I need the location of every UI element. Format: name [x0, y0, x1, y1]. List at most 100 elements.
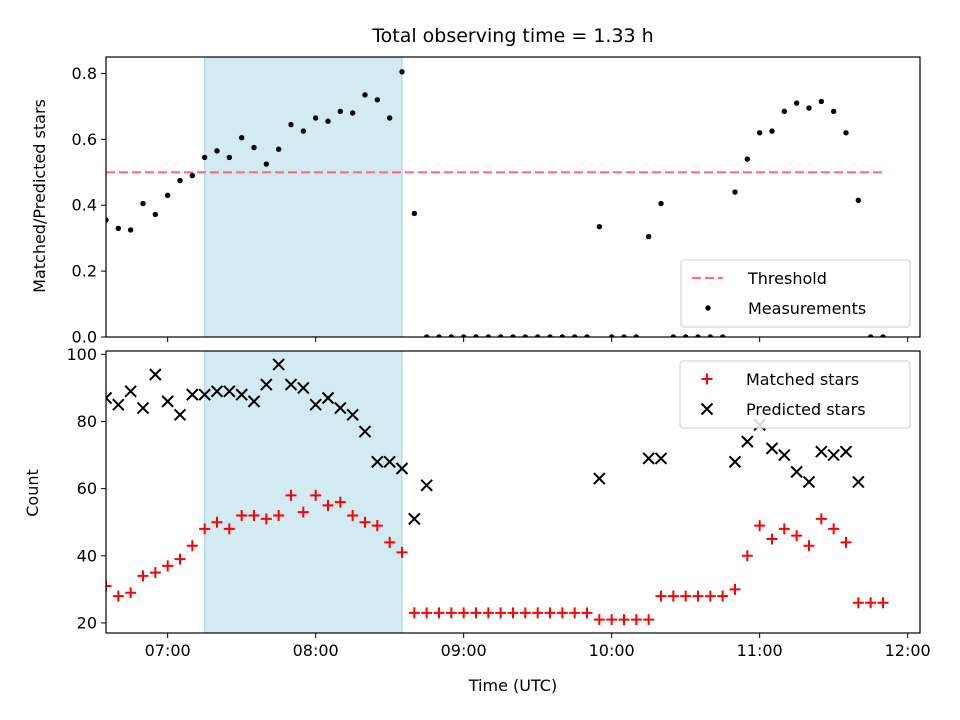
data-point [312, 115, 319, 121]
data-point [843, 130, 849, 136]
data-point [334, 401, 347, 415]
data-point [433, 607, 445, 619]
data-point [507, 607, 519, 619]
data-point [608, 334, 615, 337]
data-point [732, 189, 738, 195]
data-point [421, 607, 433, 619]
data-point [260, 378, 273, 391]
data-point [855, 197, 862, 203]
data-point [510, 334, 516, 337]
data-point [593, 472, 606, 485]
data-point [717, 590, 729, 602]
data-point [106, 580, 112, 592]
data-point [880, 334, 886, 337]
data-point [275, 146, 282, 152]
data-point [247, 395, 261, 408]
x-tick-label: 12:00 [885, 641, 931, 660]
x-tick-label: 07:00 [145, 641, 191, 660]
y-tick-label: 20 [77, 613, 97, 632]
x-tick-label: 10:00 [589, 641, 635, 660]
data-point [189, 172, 196, 179]
data-point [470, 607, 482, 619]
legend-label: Measurements [748, 299, 866, 318]
data-point [630, 614, 642, 626]
data-point [106, 217, 109, 223]
data-point [238, 135, 245, 141]
data-point [436, 334, 442, 337]
matched-stars-series [106, 489, 889, 626]
data-point [337, 108, 344, 115]
y-tick-label: 0.4 [72, 196, 97, 215]
legend-box [680, 259, 911, 328]
data-point [226, 154, 233, 161]
data-point [729, 583, 741, 595]
top-observing-window-band [204, 57, 403, 337]
legend-predicted-swatch [700, 402, 714, 416]
data-point [140, 200, 146, 207]
data-point [852, 597, 864, 609]
legend-matched-swatch [701, 373, 713, 385]
data-point [125, 587, 137, 599]
data-point [569, 607, 581, 619]
data-point [556, 607, 568, 619]
data-point [828, 523, 840, 535]
data-point [399, 69, 405, 75]
data-point [137, 570, 149, 582]
data-point [778, 448, 791, 462]
data-point [645, 233, 652, 240]
data-point [643, 614, 655, 626]
data-point [766, 533, 778, 545]
data-point [877, 597, 889, 609]
data-point [211, 516, 223, 528]
data-point [534, 334, 541, 337]
legend-label: Matched stars [746, 370, 859, 389]
legend-label: Threshold [747, 269, 827, 288]
data-point [827, 448, 840, 462]
data-point [633, 334, 640, 337]
y-tick-label: 100 [66, 345, 97, 364]
data-point [495, 607, 507, 619]
data-point [420, 479, 433, 492]
data-point [815, 513, 827, 525]
data-point [532, 607, 544, 619]
data-point [177, 177, 183, 184]
data-point [321, 391, 335, 405]
data-point [806, 105, 812, 111]
data-point [741, 550, 753, 562]
data-point [371, 455, 384, 468]
data-point [581, 607, 593, 619]
data-point [522, 334, 529, 337]
data-point [692, 590, 704, 602]
data-point [867, 334, 874, 337]
legend-measurements-swatch [705, 305, 711, 311]
legend-box [679, 360, 911, 429]
data-point [284, 378, 298, 391]
measurements-series [106, 69, 886, 337]
data-point [199, 523, 211, 535]
data-point [288, 121, 294, 128]
data-point [346, 408, 359, 421]
data-point [445, 607, 457, 619]
data-point [186, 540, 198, 552]
data-point [719, 334, 726, 337]
data-point [803, 540, 815, 552]
data-point [411, 210, 418, 217]
data-point [408, 512, 421, 526]
data-point [642, 452, 655, 465]
data-point [349, 110, 356, 116]
data-point [198, 388, 211, 401]
data-point [769, 128, 775, 134]
data-point [482, 607, 494, 619]
data-point [606, 614, 618, 626]
data-point [793, 100, 800, 106]
data-point [658, 200, 664, 207]
data-point [285, 489, 297, 501]
data-point [297, 506, 309, 518]
data-point [310, 489, 322, 501]
data-point [596, 223, 603, 230]
y-tick-label: 0.8 [72, 64, 97, 83]
data-point [152, 211, 159, 218]
data-point [127, 227, 134, 233]
y-tick-label: 0.2 [72, 262, 97, 281]
